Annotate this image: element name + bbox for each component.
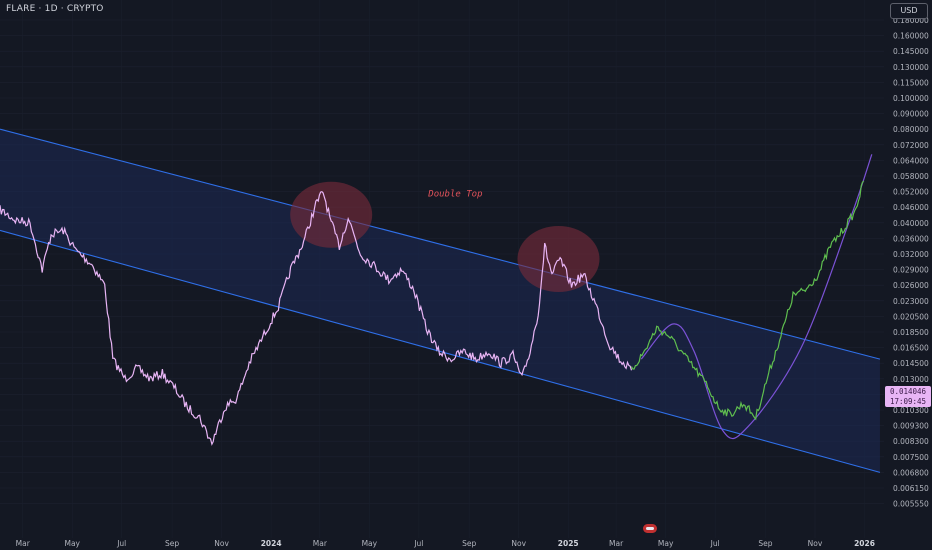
y-tick-label: 0.040000 [893,219,929,228]
x-tick-label: 2026 [854,539,875,548]
x-tick-label: Jul [413,539,423,548]
x-tick-label: Jul [116,539,126,548]
annotation-double-top[interactable]: Double Top [427,190,482,200]
highlight-circles [290,181,600,293]
y-tick-label: 0.115000 [893,78,929,87]
y-tick-label: 0.016500 [893,344,929,353]
y-tick-label: 0.023000 [893,297,929,306]
y-tick-label: 0.010300 [893,406,929,415]
y-tick-label: 0.145000 [893,47,929,56]
currency-button[interactable]: USD [890,3,928,19]
double-top-circle[interactable] [290,181,373,248]
x-tick-label: 2024 [261,539,282,548]
x-tick-label: May [64,539,80,548]
y-tick-label: 0.090000 [893,110,929,119]
x-tick-label: Nov [511,539,526,548]
y-tick-label: 0.180000 [893,16,929,25]
x-axis[interactable]: Mar May Jul Sep Nov 2024 Mar May Jul Sep Nov 2025 Ma… [16,539,875,548]
y-tick-label: 0.013000 [893,375,929,384]
y-tick-label: 0.032000 [893,250,929,259]
y-tick-label: 0.100000 [893,94,929,103]
y-tick-label: 0.052000 [893,188,929,197]
double-top-circle[interactable] [517,226,600,293]
x-tick-label: Nov [214,539,229,548]
bar-countdown: 17:09:45 [889,397,927,406]
y-tick-label: 0.005550 [893,500,929,509]
tradingview-logo-icon[interactable] [643,524,657,533]
channel-fill [0,129,880,473]
x-tick-label: Mar [16,539,31,548]
x-tick-label: Sep [462,539,476,548]
y-tick-label: 0.018500 [893,328,929,337]
y-tick-label: 0.007500 [893,453,929,462]
y-tick-label: 0.006150 [893,484,929,493]
y-tick-label: 0.006800 [893,468,929,477]
series-history-line [0,191,633,446]
y-tick-label: 0.046000 [893,203,929,212]
last-price-tag: 0.014046 17:09:45 [885,386,931,407]
series-forecast-line [630,180,865,421]
y-tick-label: 0.160000 [893,32,929,41]
y-tick-label: 0.008300 [893,437,929,446]
x-tick-label: 2025 [558,539,579,548]
y-tick-label: 0.058000 [893,172,929,181]
last-price-value: 0.014046 [889,387,927,396]
y-tick-label: 0.064000 [893,156,929,165]
y-tick-label: 0.072000 [893,141,929,150]
channel-lower-line[interactable] [0,229,881,473]
symbol-header[interactable]: FLARE · 1D · CRYPTO [6,4,104,14]
y-tick-label: 0.026000 [893,281,929,290]
x-tick-label: Mar [313,539,328,548]
y-tick-label: 0.020500 [893,312,929,321]
y-tick-label: 0.036000 [893,234,929,243]
y-axis[interactable]: 0.180000 0.160000 0.145000 0.130000 0.115000… [893,16,929,509]
channel-upper-line[interactable] [0,128,881,360]
y-tick-label: 0.080000 [893,125,929,134]
x-tick-label: Jul [710,539,720,548]
x-tick-label: May [658,539,674,548]
y-tick-label: 0.029000 [893,266,929,275]
y-tick-label: 0.130000 [893,63,929,72]
y-tick-label: 0.009300 [893,422,929,431]
annotations: Double Top [427,190,482,200]
x-tick-label: May [362,539,378,548]
x-tick-label: Nov [808,539,823,548]
x-tick-label: Mar [609,539,624,548]
x-tick-label: Sep [758,539,772,548]
x-tick-label: Sep [165,539,179,548]
y-tick-label: 0.014500 [893,359,929,368]
